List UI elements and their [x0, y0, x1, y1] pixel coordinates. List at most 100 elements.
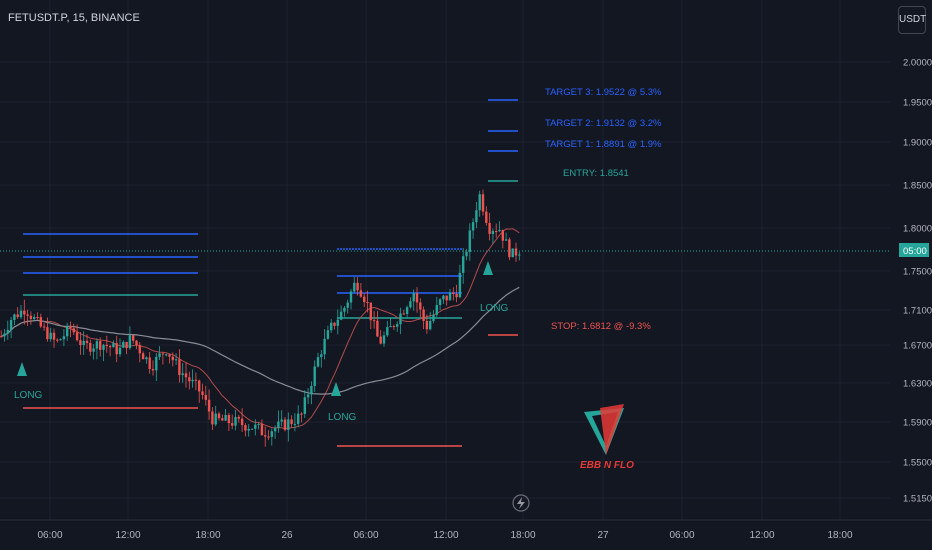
candle-body	[363, 296, 366, 302]
candle-body	[217, 413, 221, 419]
candles	[0, 189, 521, 447]
logo-text: EBB N FLO	[580, 460, 634, 471]
candle-body	[9, 320, 13, 330]
y-tick-label: 1.9500	[903, 98, 932, 109]
symbol-title[interactable]: FETUSDT.P, 15, BINANCE	[8, 12, 140, 24]
candle-body	[336, 319, 339, 326]
candle-body	[313, 366, 316, 386]
candle-body	[72, 328, 75, 333]
candle-body	[171, 356, 174, 361]
candle-body	[122, 342, 125, 348]
x-tick-label: 18:00	[827, 530, 852, 541]
candle-body	[429, 320, 432, 330]
y-tick-label: 1.5500	[903, 458, 932, 469]
candle-body	[29, 315, 33, 319]
lightning-icon	[517, 497, 525, 509]
candle-body	[174, 359, 178, 361]
candle-body	[465, 251, 468, 257]
long-label-3: LONG	[480, 303, 509, 314]
candle-body	[79, 340, 82, 346]
candle-body	[102, 344, 105, 350]
candle-body	[62, 336, 66, 340]
lightning-button[interactable]	[512, 494, 530, 512]
y-tick-label: 1.8500	[903, 181, 932, 192]
x-tick-label: 18:00	[510, 530, 535, 541]
candle-body	[330, 322, 333, 331]
price-scale: 2.0000 1.9500 1.9000 1.8500 1.8000 1.7500 1.71…	[903, 58, 932, 505]
candle-body	[112, 343, 115, 348]
candle-body	[204, 394, 207, 400]
x-tick-label: 27	[597, 530, 609, 541]
candle-body	[300, 413, 303, 415]
stop-label: STOP: 1.6812 @ -9.3%	[551, 321, 651, 332]
candle-body	[267, 436, 270, 438]
candle-body	[6, 329, 9, 334]
candle-body	[75, 332, 79, 341]
candle-body	[442, 295, 445, 300]
currency-button[interactable]: USDT	[898, 6, 926, 34]
candle-body	[491, 231, 495, 234]
candle-body	[145, 357, 148, 360]
candle-body	[188, 377, 191, 382]
candle-body	[207, 399, 211, 412]
entry-label: ENTRY: 1.8541	[563, 168, 629, 179]
candle-body	[191, 379, 194, 382]
candle-body	[511, 248, 514, 258]
candle-body	[46, 327, 49, 340]
candle-body	[290, 419, 293, 424]
candle-body	[399, 313, 402, 325]
candle-body	[250, 428, 254, 430]
candle-body	[13, 314, 16, 321]
candle-body	[389, 326, 392, 328]
candle-body	[99, 341, 102, 350]
candle-body	[316, 357, 320, 367]
candle-body	[201, 391, 204, 395]
long-arrow-1	[17, 362, 27, 376]
candle-body	[132, 335, 135, 341]
candle-body	[178, 359, 181, 375]
candle-body	[92, 348, 95, 352]
long-arrow-3	[483, 261, 493, 275]
candle-body	[481, 194, 485, 212]
candle-body	[415, 293, 419, 303]
x-tick-label: 06:00	[37, 530, 62, 541]
candle-body	[514, 248, 518, 256]
candle-body	[508, 239, 511, 258]
candle-body	[488, 222, 491, 234]
x-tick-label: 06:00	[669, 530, 694, 541]
candle-body	[382, 335, 386, 344]
candle-body	[66, 326, 69, 337]
candle-body	[478, 194, 481, 211]
candle-body	[49, 332, 52, 340]
candle-body	[359, 290, 363, 297]
candle-body	[353, 282, 356, 292]
time-scale: 06:00 12:00 18:00 26 06:00 12:00 18:00 27 06:00 1…	[37, 530, 852, 541]
candle-body	[339, 311, 343, 320]
candle-body	[16, 314, 19, 318]
candle-body	[455, 293, 458, 298]
candle-body	[105, 344, 108, 347]
candle-body	[161, 353, 165, 355]
candle-body	[435, 305, 438, 315]
candle-body	[240, 418, 244, 426]
candle-body	[254, 424, 257, 429]
y-tick-label: 1.7500	[903, 267, 932, 278]
candle-body	[85, 340, 89, 343]
candle-body	[221, 418, 224, 421]
candle-body	[95, 341, 99, 349]
moving-averages	[0, 228, 520, 430]
candle-body	[23, 310, 26, 315]
candle-body	[405, 307, 409, 314]
candle-body	[0, 336, 3, 338]
candle-body	[184, 373, 188, 378]
candle-body	[349, 291, 353, 303]
candle-body	[260, 424, 264, 436]
candle-body	[82, 340, 85, 346]
candle-body	[39, 317, 42, 327]
candle-body	[52, 332, 56, 340]
candle-body	[320, 354, 323, 358]
candle-body	[310, 385, 313, 395]
grid-lines	[0, 0, 890, 520]
candle-body	[277, 421, 280, 429]
